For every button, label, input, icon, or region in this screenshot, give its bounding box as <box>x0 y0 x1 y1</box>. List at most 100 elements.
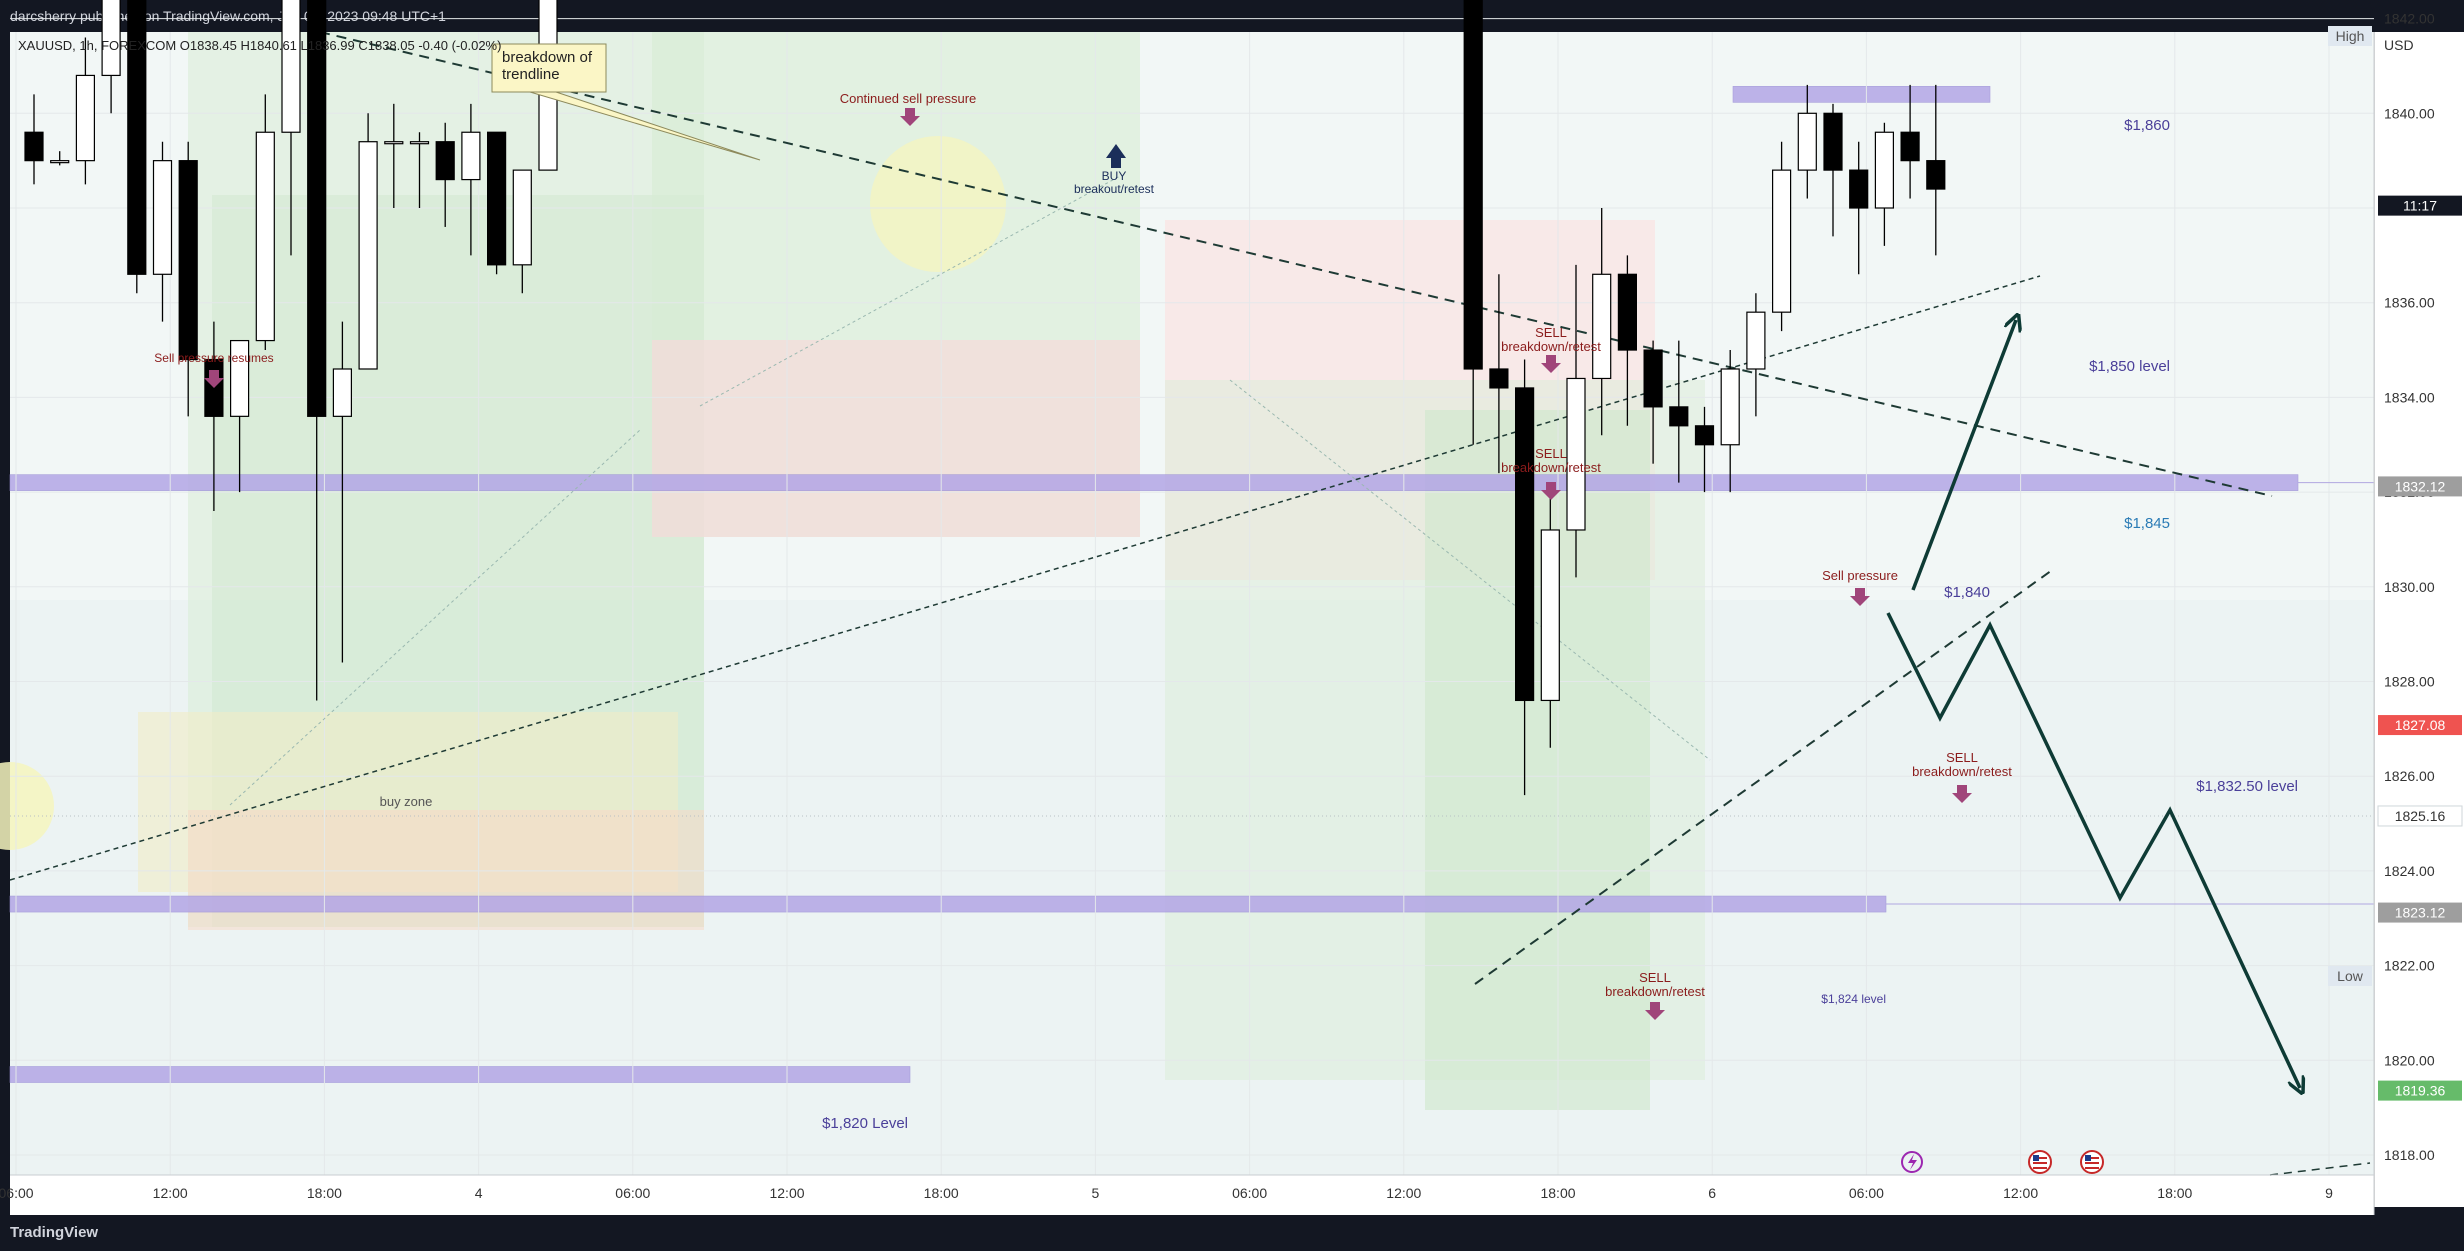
sell-marker-head <box>1952 793 1972 803</box>
x-tick-label: 06:00 <box>1849 1185 1884 1201</box>
candle <box>358 113 378 370</box>
candle-body <box>512 169 532 266</box>
sell-marker-head <box>1645 1010 1665 1020</box>
level-label-1850: $1,850 level <box>2089 358 2170 375</box>
candle <box>1900 84 1920 199</box>
sell-arrow-icon <box>204 370 224 388</box>
candle <box>1823 103 1843 237</box>
callout-box <box>491 43 761 161</box>
callout-text: breakdown of trendline <box>502 49 593 83</box>
price-tag <box>2377 805 2463 827</box>
candle-body <box>101 0 121 77</box>
candle-body <box>255 131 275 342</box>
candle-body <box>332 368 352 417</box>
candle <box>152 141 173 322</box>
annotation-sell-pressure: Sell pressure <box>1822 568 1898 583</box>
candle-body <box>1823 112 1843 171</box>
candle-body <box>1720 368 1740 446</box>
price-tag-label: 1827.08 <box>2395 717 2446 733</box>
x-tick-label: 5 <box>1092 1185 1100 1201</box>
x-tick-label: 12:00 <box>153 1185 188 1201</box>
candle-body <box>50 160 70 164</box>
candle-body <box>281 0 301 133</box>
low-tag <box>2328 966 2372 986</box>
green-zone <box>1425 410 1650 1110</box>
candle <box>127 0 147 294</box>
y-tick-label: 1836.00 <box>2384 295 2435 311</box>
candle <box>1540 492 1560 748</box>
sell-marker-head <box>900 116 920 126</box>
sell-arrow-icon <box>1952 785 1972 803</box>
y-tick-label: 1842.00 <box>2384 11 2435 27</box>
price-tag <box>2378 476 2462 497</box>
candle-body <box>1643 349 1663 408</box>
candle <box>1463 0 1483 445</box>
faint-trendline <box>229 429 641 806</box>
flag-stripe <box>2085 1167 2099 1169</box>
price-tag-label: 1819.36 <box>2395 1083 2446 1099</box>
level-label-1820: $1,820 Level <box>822 1115 908 1132</box>
price-tag <box>2378 715 2462 736</box>
flag-stripe <box>2085 1157 2099 1159</box>
price-tag-label: 11:17 <box>2403 198 2437 214</box>
candle-body <box>461 131 481 181</box>
symbol-info: XAUUSD, 1h, FOREXCOM O1838.45 H1840.61 L… <box>18 38 501 53</box>
candle-body <box>230 339 250 417</box>
candle <box>1874 122 1895 246</box>
candle-body <box>409 141 430 145</box>
sell-marker-shaft <box>1546 482 1556 490</box>
y-tick-label: 1834.00 <box>2384 389 2435 405</box>
x-tick-label: 06:00 <box>615 1185 650 1201</box>
candle-body <box>1771 169 1792 313</box>
candle-body <box>1900 131 1920 162</box>
downtrend-line <box>319 31 2273 497</box>
candle-body <box>1540 529 1560 702</box>
candle-body <box>1669 406 1689 427</box>
sell-marker-shaft <box>905 108 915 116</box>
candle <box>461 103 481 256</box>
faint-trendline <box>699 175 1121 407</box>
highlight-circle <box>0 762 54 850</box>
level-label-1840: $1,840 <box>1944 584 1990 601</box>
publish-header: darcsherry published on TradingView.com,… <box>0 0 2464 32</box>
candle-body <box>75 74 96 162</box>
candle <box>307 0 327 701</box>
tradingview-logo[interactable]: TradingView <box>10 1224 99 1241</box>
time-axis[interactable] <box>10 1175 2374 1215</box>
lightning-event-icon[interactable] <box>1901 1151 1923 1173</box>
low-label: Low <box>2337 968 2364 984</box>
candle <box>1514 359 1535 796</box>
candle <box>1643 340 1663 464</box>
footer-bar: TradingView <box>0 1215 2464 1251</box>
candle <box>332 321 352 663</box>
price-tag <box>2378 195 2462 216</box>
highlight-circle <box>870 136 1006 272</box>
annotation-buy-zone: buy zone <box>380 794 433 809</box>
left-edge <box>0 32 10 1215</box>
x-tick-label: 18:00 <box>924 1185 959 1201</box>
x-tick-label: 12:00 <box>1386 1185 1421 1201</box>
candle-body <box>1489 368 1509 389</box>
buy-arrow-icon <box>1106 144 1126 168</box>
candle <box>1771 141 1792 332</box>
candle <box>1669 340 1689 483</box>
x-tick-label: 18:00 <box>2157 1185 2192 1201</box>
candle <box>230 339 250 493</box>
currency-label: USD <box>2384 37 2414 53</box>
candle <box>1489 274 1509 474</box>
candle-body <box>435 141 455 181</box>
candle-body <box>1926 160 1946 190</box>
price-tag-label: 1832.12 <box>2395 478 2446 494</box>
y-tick-label: 1820.00 <box>2384 1052 2435 1068</box>
annotation-buy-breakout: BUY breakout/retest <box>1074 169 1155 196</box>
y-tick-label: 1840.00 <box>2384 105 2435 121</box>
candle-body <box>358 141 378 370</box>
buy-arrow-shaft <box>1111 158 1121 168</box>
sell-arrow-icon <box>900 108 920 126</box>
buy-arrow-head <box>1106 144 1126 158</box>
level-1840-band <box>1732 86 1991 103</box>
lightning-glyph <box>1908 1154 1917 1170</box>
candle <box>1797 84 1817 199</box>
sell-arrow-icon <box>1850 588 1870 606</box>
